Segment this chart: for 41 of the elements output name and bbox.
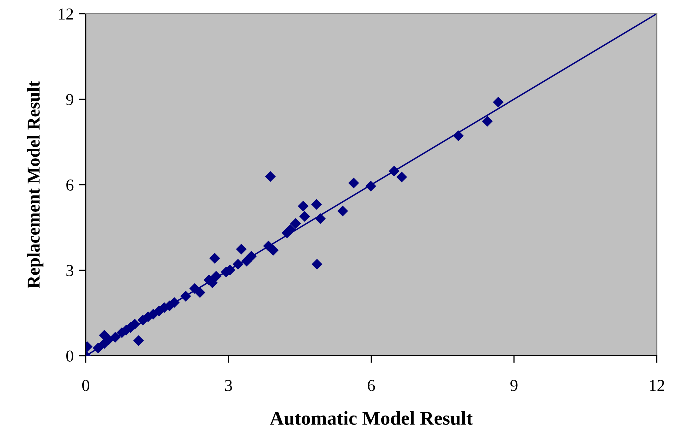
point — [290, 218, 302, 230]
y-tick-label: 9 — [66, 94, 74, 106]
point — [493, 96, 504, 108]
point — [388, 166, 400, 177]
point — [282, 228, 293, 239]
point — [236, 244, 247, 255]
point — [190, 283, 200, 294]
point — [265, 171, 276, 182]
point — [348, 178, 360, 189]
x-axis-title: Automatic Model Result — [270, 411, 473, 426]
point — [315, 214, 326, 224]
y-tick-label: 6 — [66, 180, 74, 191]
point — [300, 211, 310, 222]
point — [338, 206, 348, 217]
y-tick-label: 3 — [66, 265, 74, 276]
point — [453, 130, 464, 142]
point — [180, 291, 192, 302]
x-tick-label: 9 — [510, 380, 518, 392]
x-tick-label: 12 — [650, 380, 664, 392]
y-axis-title: Replacement Model Result — [27, 81, 44, 288]
point — [99, 330, 110, 341]
point — [138, 314, 148, 326]
point — [241, 256, 252, 267]
x-tick-label: 6 — [368, 380, 376, 392]
point — [366, 181, 376, 192]
point — [268, 245, 279, 256]
point — [312, 259, 323, 270]
x-tick-label: 0 — [82, 380, 90, 392]
x-tick-label: 3 — [225, 380, 232, 392]
point — [92, 342, 104, 354]
point — [211, 271, 222, 282]
point — [298, 200, 309, 212]
y-tick-label: 12 — [58, 8, 74, 20]
point — [99, 338, 110, 350]
point — [311, 199, 322, 210]
point — [133, 336, 144, 346]
y-tick-label: 0 — [66, 350, 74, 362]
point — [482, 116, 493, 127]
point — [210, 253, 220, 264]
point — [396, 172, 408, 183]
point — [232, 259, 244, 270]
